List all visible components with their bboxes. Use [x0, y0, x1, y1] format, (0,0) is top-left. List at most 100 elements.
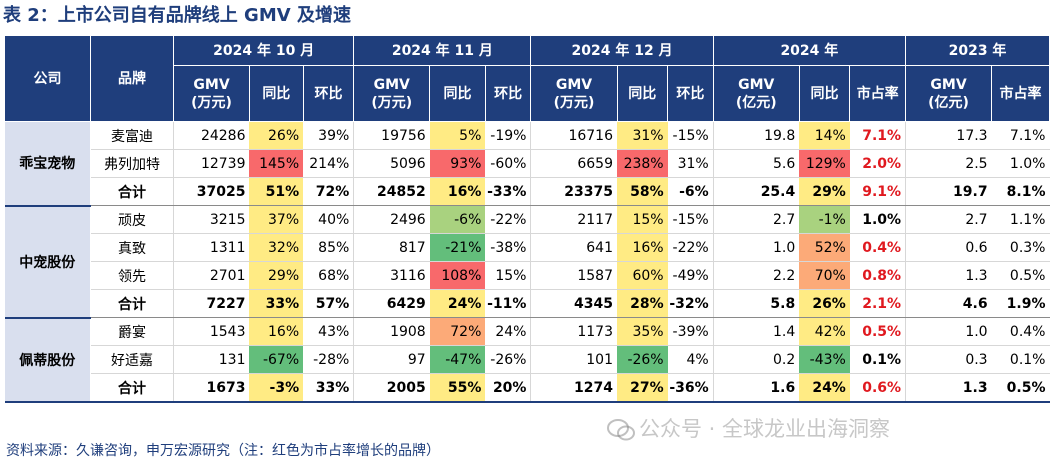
value-cell: 24%	[429, 289, 486, 318]
value-cell: 19.7	[905, 177, 992, 206]
value-cell: 68%	[303, 261, 354, 290]
value-cell: 4%	[667, 345, 714, 374]
brand-cell: 爵宴	[90, 317, 174, 346]
value-cell: -6%	[667, 177, 714, 206]
col-header-gmv: GMV (亿元)	[905, 65, 993, 122]
col-header-mom: 环比	[484, 65, 532, 122]
value-cell: 16716	[530, 121, 617, 150]
value-cell: 1.0	[712, 233, 800, 262]
value-cell: 0.4%	[991, 317, 1050, 346]
brand-cell: 麦富迪	[90, 121, 174, 150]
value-cell: 37%	[249, 205, 304, 234]
value-cell: 0.3	[905, 345, 992, 374]
value-cell: 14%	[799, 121, 850, 150]
value-cell: 24852	[353, 177, 430, 206]
value-cell: 51%	[249, 177, 304, 206]
value-cell: -32%	[667, 289, 714, 318]
value-cell: 39%	[303, 121, 354, 150]
value-cell: -1%	[799, 205, 850, 234]
value-cell: -26%	[617, 345, 668, 374]
total-row: 合计 37025 51% 72% 24852 16% -33% 23375 58% -6% 25.4…	[5, 177, 1050, 206]
col-header-gmv: GMV (万元)	[353, 65, 431, 122]
col-header-share: 市占率	[991, 65, 1050, 122]
brand-cell: 弗列加特	[90, 149, 174, 178]
col-header-mom: 环比	[302, 65, 355, 122]
col-header-yoy: 同比	[798, 65, 851, 122]
value-cell: -11%	[485, 289, 531, 318]
gmv-table: 公司 品牌 2024 年 10 月 2024 年 11 月 2024 年 12 …	[3, 35, 1050, 403]
brand-cell: 顽皮	[90, 205, 174, 234]
value-cell: -22%	[485, 205, 531, 234]
value-cell: 2005	[353, 373, 430, 403]
total-row: 合计 7227 33% 57% 6429 24% -11% 4345 28% -32% 5.8 26%…	[5, 289, 1050, 318]
value-cell: 2.1%	[849, 289, 906, 318]
value-cell: 1673	[173, 373, 250, 403]
value-cell: 25.4	[712, 177, 800, 206]
group-header-2023: 2023 年	[905, 35, 1050, 66]
brand-cell: 领先	[90, 261, 174, 290]
value-cell: 0.1%	[991, 345, 1050, 374]
value-cell: 52%	[799, 233, 850, 262]
value-cell: 20%	[485, 373, 531, 403]
col-header-company: 公司	[3, 35, 92, 122]
value-cell: 57%	[303, 289, 354, 318]
value-cell: 4.6	[905, 289, 992, 318]
value-cell: 0.3%	[991, 233, 1050, 262]
value-cell: -6%	[429, 205, 486, 234]
value-cell: -36%	[667, 373, 714, 403]
value-cell: 19.8	[712, 121, 800, 150]
value-cell: 23375	[530, 177, 617, 206]
value-cell: 7.1%	[849, 121, 906, 150]
group-header-2024-10: 2024 年 10 月	[173, 35, 355, 66]
value-cell: 214%	[303, 149, 354, 178]
value-cell: 1.4	[712, 317, 800, 346]
brand-cell: 合计	[90, 177, 174, 206]
brand-cell: 好适嘉	[90, 345, 174, 374]
value-cell: -3%	[249, 373, 304, 403]
total-row: 合计 1673 -3% 33% 2005 55% 20% 1274 27% -36% 1.6 24% 0…	[5, 373, 1050, 403]
value-cell: 58%	[617, 177, 668, 206]
value-cell: 37025	[173, 177, 250, 206]
value-cell: 2.5	[905, 149, 992, 178]
table-body: 乖宝宠物 麦富迪 24286 26% 39% 19756 5% -19% 16716 31% -15…	[4, 121, 1050, 403]
value-cell: 55%	[429, 373, 486, 403]
value-cell: 3215	[173, 205, 250, 234]
value-cell: 1.0%	[849, 205, 906, 234]
value-cell: 2.7	[712, 205, 800, 234]
value-cell: 0.1%	[849, 345, 906, 374]
group-header-2024-12: 2024 年 12 月	[530, 35, 714, 66]
value-cell: 0.6%	[849, 373, 906, 403]
value-cell: 33%	[303, 373, 354, 403]
value-cell: 1.0	[905, 317, 992, 346]
wechat-icon	[607, 419, 635, 441]
value-cell: 93%	[429, 149, 486, 178]
value-cell: 0.5%	[991, 373, 1050, 403]
value-cell: 817	[353, 233, 430, 262]
value-cell: -39%	[667, 317, 714, 346]
value-cell: 19756	[353, 121, 430, 150]
col-header-share: 市占率	[849, 65, 907, 122]
col-header-gmv: GMV (亿元)	[712, 65, 800, 122]
value-cell: 1587	[530, 261, 617, 290]
group-header-2024: 2024 年	[712, 35, 907, 66]
value-cell: 0.6	[905, 233, 992, 262]
value-cell: 32%	[249, 233, 304, 262]
value-cell: 2496	[353, 205, 430, 234]
value-cell: 29%	[249, 261, 304, 290]
brand-cell: 合计	[90, 289, 174, 318]
table-row: 中宠股份 顽皮 3215 37% 40% 2496 -6% -22% 2117 15% -15% 2.…	[4, 205, 1050, 319]
value-cell: 1.9%	[991, 289, 1050, 318]
value-cell: 42%	[799, 317, 850, 346]
value-cell: 24286	[173, 121, 250, 150]
table-row: 好适嘉 131 -67% -28% 97 -47% -26% 101 -26% 4% 0.2 -43%…	[5, 345, 1050, 374]
value-cell: 1.3	[905, 373, 992, 403]
value-cell: 1.3	[905, 261, 992, 290]
value-cell: 129%	[799, 149, 850, 178]
source-note: 资料来源：久谦咨询，申万宏源研究（注：红色为市占率增长的品牌）	[6, 443, 440, 459]
value-cell: 2.7	[905, 205, 992, 234]
value-cell: -47%	[429, 345, 486, 374]
value-cell: 31%	[667, 149, 714, 178]
value-cell: 40%	[303, 205, 354, 234]
value-cell: 8.1%	[991, 177, 1050, 206]
value-cell: 16%	[249, 317, 304, 346]
